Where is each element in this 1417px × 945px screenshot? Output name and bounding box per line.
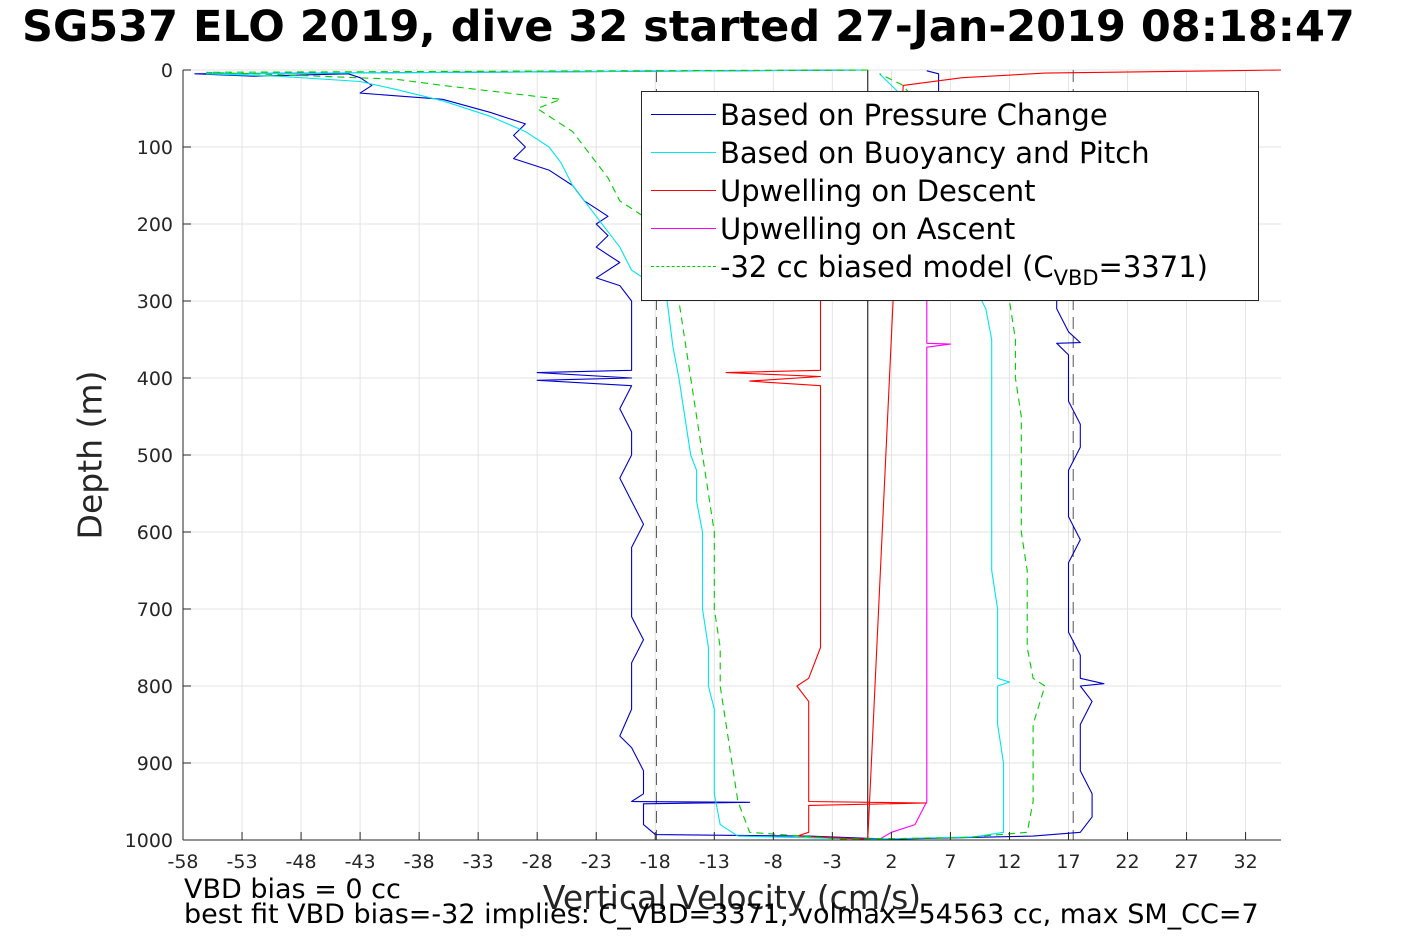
legend-label-biased-model: -32 cc biased model (CVBD=3371) — [720, 250, 1208, 290]
legend-label-biased-model-prefix: -32 cc biased model (C — [720, 250, 1054, 284]
x-tick-label: 27 — [1174, 851, 1198, 873]
legend: Based on Pressure Change Based on Buoyan… — [641, 91, 1259, 301]
x-tick-label: -8 — [764, 851, 783, 873]
legend-label-buoyancy-pitch: Based on Buoyancy and Pitch — [720, 136, 1150, 170]
legend-label-biased-model-sub: VBD — [1053, 266, 1099, 290]
y-tick-label: 900 — [137, 753, 173, 775]
series-line-0 — [194, 69, 1105, 840]
legend-label-pressure-change: Based on Pressure Change — [720, 98, 1108, 132]
x-tick-label: -38 — [404, 851, 435, 873]
y-tick-label: 0 — [161, 60, 173, 82]
legend-label-upwelling-descent: Upwelling on Descent — [720, 174, 1036, 208]
axes — [182, 69, 1281, 841]
y-tick-label: 800 — [137, 676, 173, 698]
y-tick-label: 300 — [137, 291, 173, 313]
y-axis-label: Depth (m) — [70, 370, 110, 540]
x-tick-label: -23 — [581, 851, 612, 873]
series-line-1 — [206, 69, 1011, 840]
y-tick-label: 500 — [137, 445, 173, 467]
y-tick-label: 100 — [137, 137, 173, 159]
y-tick-label: 600 — [137, 522, 173, 544]
grid-lines — [182, 69, 1281, 841]
footer-vbd-bias: VBD bias = 0 cc — [184, 874, 401, 905]
chart-title: SG537 ELO 2019, dive 32 started 27-Jan-2… — [22, 2, 1355, 52]
x-tick-label: 32 — [1233, 851, 1257, 873]
legend-item-buoyancy-pitch: Based on Buoyancy and Pitch — [642, 134, 1258, 172]
series-line-4 — [206, 69, 1046, 840]
y-tick-labels: 0 100 200 300 400 500 600 700 800 900 1000 — [125, 60, 173, 852]
legend-item-biased-model: -32 cc biased model (CVBD=3371) — [642, 248, 1258, 290]
legend-item-pressure-change: Based on Pressure Change — [642, 96, 1258, 134]
legend-line-upwelling-descent — [651, 190, 716, 191]
x-axis-label: Vertical Velocity (cm/s) — [542, 878, 922, 917]
legend-line-biased-model — [651, 266, 716, 267]
legend-line-pressure-change — [651, 114, 716, 115]
y-tick-label: 700 — [137, 599, 173, 621]
legend-line-buoyancy-pitch — [651, 152, 716, 153]
x-tick-label: -48 — [286, 851, 317, 873]
y-tick-label: 1000 — [125, 830, 173, 852]
x-tick-label: 2 — [885, 851, 897, 873]
legend-item-upwelling-ascent: Upwelling on Ascent — [642, 210, 1258, 248]
series-group — [194, 69, 1282, 840]
legend-label-upwelling-ascent: Upwelling on Ascent — [720, 212, 1016, 246]
legend-item-upwelling-descent: Upwelling on Descent — [642, 172, 1258, 210]
x-tick-label: 17 — [1056, 851, 1080, 873]
x-tick-label: 7 — [944, 851, 956, 873]
x-tick-label: -3 — [823, 851, 842, 873]
x-tick-label: 12 — [997, 851, 1021, 873]
x-tick-labels: -58 -53 -48 -43 -38 -33 -28 -23 -18 -13 -8 -3 2 7 12 17… — [167, 851, 1257, 873]
x-tick-label: 22 — [1115, 851, 1139, 873]
y-tick-label: 400 — [137, 368, 173, 390]
x-tick-label: -33 — [463, 851, 494, 873]
legend-label-biased-model-suffix: =3371) — [1098, 250, 1208, 284]
footer-best-fit: best fit VBD bias=-32 implies: C_VBD=337… — [184, 899, 1259, 930]
x-tick-label: -18 — [640, 851, 671, 873]
x-tick-label: -53 — [227, 851, 258, 873]
y-tick-label: 200 — [137, 214, 173, 236]
x-tick-label: -28 — [522, 851, 553, 873]
x-tick-label: -13 — [699, 851, 730, 873]
x-tick-label: -43 — [345, 851, 376, 873]
series-line-3 — [879, 301, 951, 840]
legend-line-upwelling-ascent — [651, 228, 716, 229]
x-tick-label: -58 — [167, 851, 198, 873]
